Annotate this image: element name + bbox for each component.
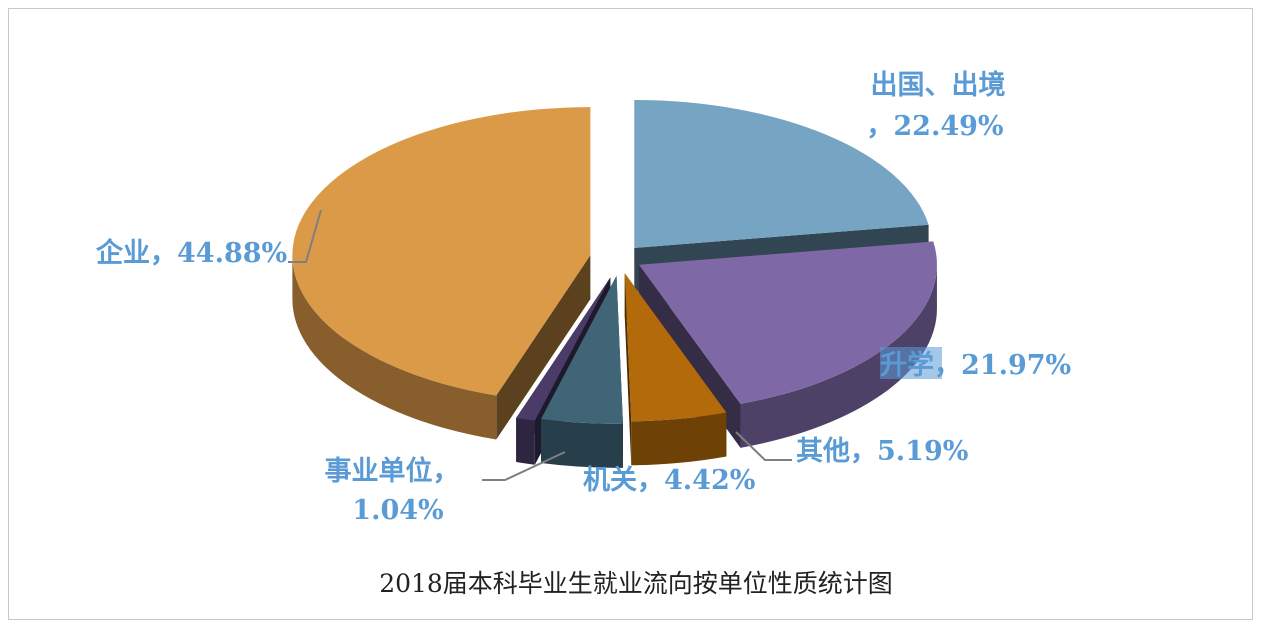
label-highlight [880, 347, 942, 379]
slice-4-wall-1 [516, 277, 611, 462]
label-enterprise-name: 企业 [96, 237, 150, 269]
label-other: 其他，5.19% [796, 436, 968, 467]
slice-3-top [541, 275, 623, 424]
chart-caption: 2018届本科毕业生就业流向按单位性质统计图 [379, 569, 893, 598]
slice-3-rim-0 [541, 419, 623, 468]
leader-line-enterprise [288, 209, 322, 263]
label-institution-value: 1.04% [352, 495, 443, 526]
slice-0-top [634, 99, 929, 248]
label-further-study: 升学，21.97% [880, 349, 1071, 381]
pie-slices [292, 99, 937, 468]
leader-line-other [735, 431, 792, 461]
label-other-value: ，5.19% [850, 436, 968, 467]
slice-1-top [638, 241, 937, 404]
label-other-name: 其他 [796, 436, 850, 467]
label-government-value: ，4.42% [637, 465, 755, 496]
slice-2-wall-1 [624, 273, 632, 466]
slice-3 [541, 275, 623, 468]
slice-2 [624, 273, 727, 466]
label-institution-name: 事业单位， [325, 455, 460, 487]
label-enterprise-value: ，44.88% [150, 238, 287, 269]
slice-5-rim-0 [292, 255, 497, 440]
label-further-study-name: 升学 [880, 349, 934, 381]
label-abroad-value: ，22.49% [866, 111, 1003, 142]
label-enterprise: 企业，44.88% [96, 237, 287, 269]
label-government-name: 机关 [583, 465, 637, 496]
slice-5-top [292, 107, 591, 396]
leader-line-institution [482, 451, 566, 481]
label-abroad-name: 出国、出境 [871, 70, 1006, 101]
slice-2-top [624, 273, 727, 422]
slice-5-wall-0 [496, 255, 591, 440]
slice-4-top [516, 277, 611, 421]
slice-5 [292, 107, 591, 440]
slice-2-rim-0 [631, 412, 727, 466]
label-further-study-value: ，21.97% [934, 350, 1071, 381]
label-government: 机关，4.42% [583, 465, 755, 496]
slice-4-rim-0 [516, 417, 535, 465]
slice-1-rim-0 [740, 264, 937, 448]
